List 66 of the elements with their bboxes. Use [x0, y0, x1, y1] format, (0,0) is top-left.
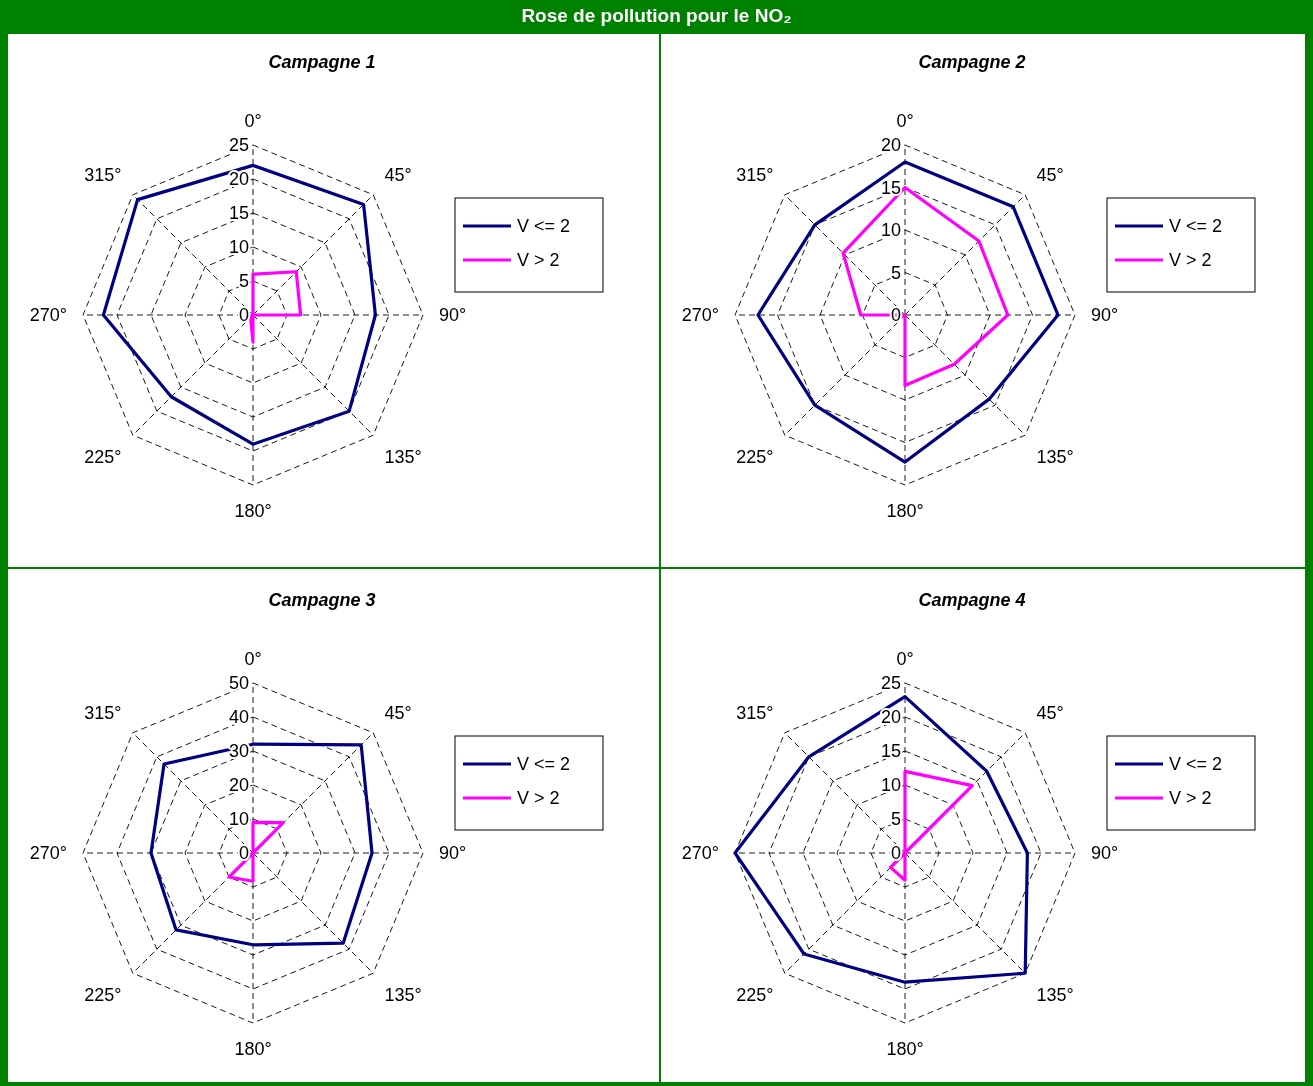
y-tick-label: 5 [890, 262, 901, 283]
chart-title: Campagne 4 [918, 590, 1026, 610]
legend-label: V > 2 [1169, 250, 1212, 270]
spoke-label: 135° [1036, 984, 1074, 1005]
spoke-label: 135° [384, 446, 422, 467]
spoke-label: 0° [896, 111, 914, 131]
y-tick-label: 20 [228, 169, 249, 189]
spoke-label: 45° [1036, 165, 1064, 186]
y-tick-label: 20 [880, 707, 901, 727]
y-tick-label: 25 [880, 673, 901, 693]
y-tick-label: 10 [880, 775, 901, 795]
spoke-label: 135° [1036, 446, 1074, 467]
y-tick-label: 15 [880, 177, 901, 198]
spoke-label: 270° [681, 305, 719, 325]
spoke-label: 225° [84, 984, 122, 1005]
spoke-label: 315° [84, 703, 122, 724]
y-tick-label: 0 [238, 305, 249, 325]
legend-label: V <= 2 [517, 754, 571, 774]
legend-label: V <= 2 [517, 216, 571, 236]
spoke-label: 225° [736, 984, 774, 1005]
chart-title: Campagne 1 [268, 52, 376, 72]
legend-label: V > 2 [1169, 788, 1212, 808]
spoke-label: 90° [1091, 305, 1119, 325]
spoke-label: 0° [896, 649, 914, 669]
spoke-label: 180° [886, 501, 924, 521]
y-tick-label: 5 [238, 271, 249, 291]
spoke-label: 270° [29, 843, 67, 863]
y-tick-label: 50 [228, 673, 249, 693]
spoke-label: 315° [736, 165, 774, 186]
y-tick-label: 25 [228, 135, 249, 155]
spoke-label: 315° [84, 165, 122, 186]
y-tick-label: 10 [228, 809, 249, 829]
legend-label: V > 2 [517, 788, 560, 808]
spoke-label: 45° [1036, 703, 1064, 724]
spoke-label: 45° [384, 703, 412, 724]
y-tick-label: 5 [890, 809, 901, 829]
spoke-label: 90° [439, 305, 467, 325]
spoke-label: 45° [384, 165, 412, 186]
text: Rose de pollution pour le NO₂ [521, 5, 792, 26]
y-tick-label: 10 [228, 237, 249, 257]
spoke-label: 0° [244, 649, 262, 669]
spoke-label: 180° [886, 1039, 924, 1059]
y-tick-label: 15 [228, 203, 249, 223]
spoke-label: 90° [1091, 843, 1119, 863]
y-tick-label: 20 [228, 775, 249, 795]
spoke-label: 90° [439, 843, 467, 863]
y-tick-label: 15 [880, 741, 901, 761]
spoke-label: 270° [681, 843, 719, 863]
y-tick-label: 0 [238, 843, 249, 863]
spoke-label: 135° [384, 984, 422, 1005]
legend-label: V <= 2 [1169, 754, 1223, 774]
y-tick-label: 20 [880, 135, 901, 155]
chart-title: Campagne 2 [918, 52, 1026, 72]
spoke-label: 225° [736, 446, 774, 467]
spoke-label: 225° [84, 446, 122, 467]
legend-label: V <= 2 [1169, 216, 1223, 236]
spoke-label: 315° [736, 703, 774, 724]
y-tick-label: 0 [890, 843, 901, 863]
chart-title: Campagne 3 [268, 590, 376, 610]
spoke-label: 270° [29, 305, 67, 325]
spoke-label: 180° [234, 1039, 272, 1059]
spoke-label: 0° [244, 111, 262, 131]
legend-label: V > 2 [517, 250, 560, 270]
y-tick-label: 10 [880, 220, 901, 240]
y-tick-label: 40 [228, 707, 249, 727]
spoke-label: 180° [234, 501, 272, 521]
